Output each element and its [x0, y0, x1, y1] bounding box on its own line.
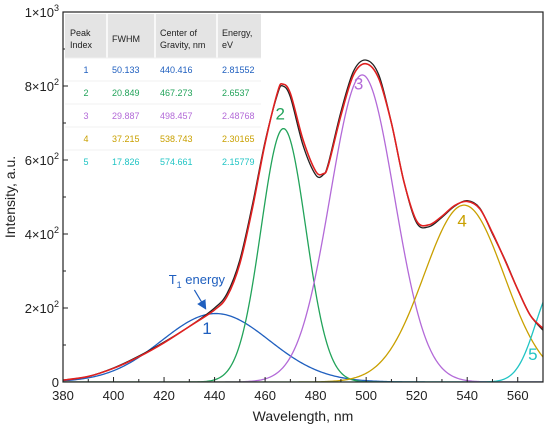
peak-4-curve: [63, 204, 543, 382]
x-tick-label: 480: [305, 388, 327, 403]
peak-5-curve: [63, 302, 543, 382]
peak-label-3: 3: [354, 75, 363, 94]
table-cell: 467.273: [160, 88, 193, 98]
x-tick-label: 420: [153, 388, 175, 403]
table-cell: 498.457: [160, 111, 193, 121]
y-tick-label: 1×103: [25, 3, 59, 20]
x-axis: 380 400 420 440 460 480 500 520 540 560: [52, 377, 529, 403]
table-cell: 2.15779: [222, 157, 255, 167]
t1-energy-annotation: T1 energy: [169, 272, 226, 310]
peak-2-curve: [63, 127, 543, 382]
table-cell: 574.661: [160, 157, 193, 167]
table-cell: 37.215: [112, 134, 140, 144]
table-cell: 5: [83, 157, 88, 167]
x-tick-label: 440: [204, 388, 226, 403]
y-tick-label: 8×102: [25, 77, 59, 94]
x-tick-label: 520: [406, 388, 428, 403]
table-cell: 440.416: [160, 65, 193, 75]
table-header-bg: [65, 14, 261, 58]
table-header-cell: FWHM: [112, 34, 140, 44]
peak-3-curve: [63, 74, 543, 382]
fit-spectrum-line: [63, 62, 543, 381]
peak-label-2: 2: [276, 104, 285, 123]
measured-spectrum-line: [63, 59, 543, 381]
x-tick-label: 560: [507, 388, 529, 403]
x-tick-label: 380: [52, 388, 74, 403]
table-cell: 538.743: [160, 134, 193, 144]
table-cell: 20.849: [112, 88, 140, 98]
peak-1-curve: [63, 312, 543, 382]
y-tick-label: 6×102: [25, 151, 59, 168]
peak-label-4: 4: [457, 212, 466, 231]
t1-energy-label: T1 energy: [169, 272, 226, 290]
table-cell: 4: [83, 134, 88, 144]
y-axis: 0 2×102 4×102 6×102 8×102 1×103: [25, 3, 68, 390]
x-tick-label: 400: [103, 388, 125, 403]
table-header-cell: Center of Gravity, nm: [160, 28, 205, 50]
table-cell: 2.81552: [222, 65, 255, 75]
table-header-cell: Peak Index: [70, 28, 93, 50]
t1-energy-arrow: [193, 289, 207, 310]
table-cell: 2.30165: [222, 134, 255, 144]
table-cell: 3: [83, 111, 88, 121]
table-cell: 17.826: [112, 157, 140, 167]
peak-table: Peak Index FWHM Center of Gravity, nm Energy,…: [65, 14, 261, 167]
table-cell: 29.887: [112, 111, 140, 121]
y-tick-label: 0: [52, 375, 59, 390]
peak-labels: 1 2 3 4 5: [202, 75, 537, 364]
table-cell: 2.48768: [222, 111, 255, 121]
table-cell: 2: [83, 88, 88, 98]
curves: [63, 59, 543, 382]
peak-label-5: 5: [528, 345, 537, 364]
y-tick-label: 4×102: [25, 225, 59, 242]
x-tick-label: 460: [254, 388, 276, 403]
table-cell: 50.133: [112, 65, 140, 75]
y-tick-label: 2×102: [25, 299, 59, 316]
y-axis-title: Intensity, a.u.: [2, 156, 18, 238]
x-tick-label: 500: [355, 388, 377, 403]
table-cell: 1: [83, 65, 88, 75]
x-axis-title: Wavelength, nm: [253, 408, 354, 424]
table-header-cell: Energy, eV: [222, 28, 252, 50]
peak-label-1: 1: [202, 319, 211, 338]
table-cell: 2.6537: [222, 88, 250, 98]
x-tick-label: 540: [456, 388, 478, 403]
